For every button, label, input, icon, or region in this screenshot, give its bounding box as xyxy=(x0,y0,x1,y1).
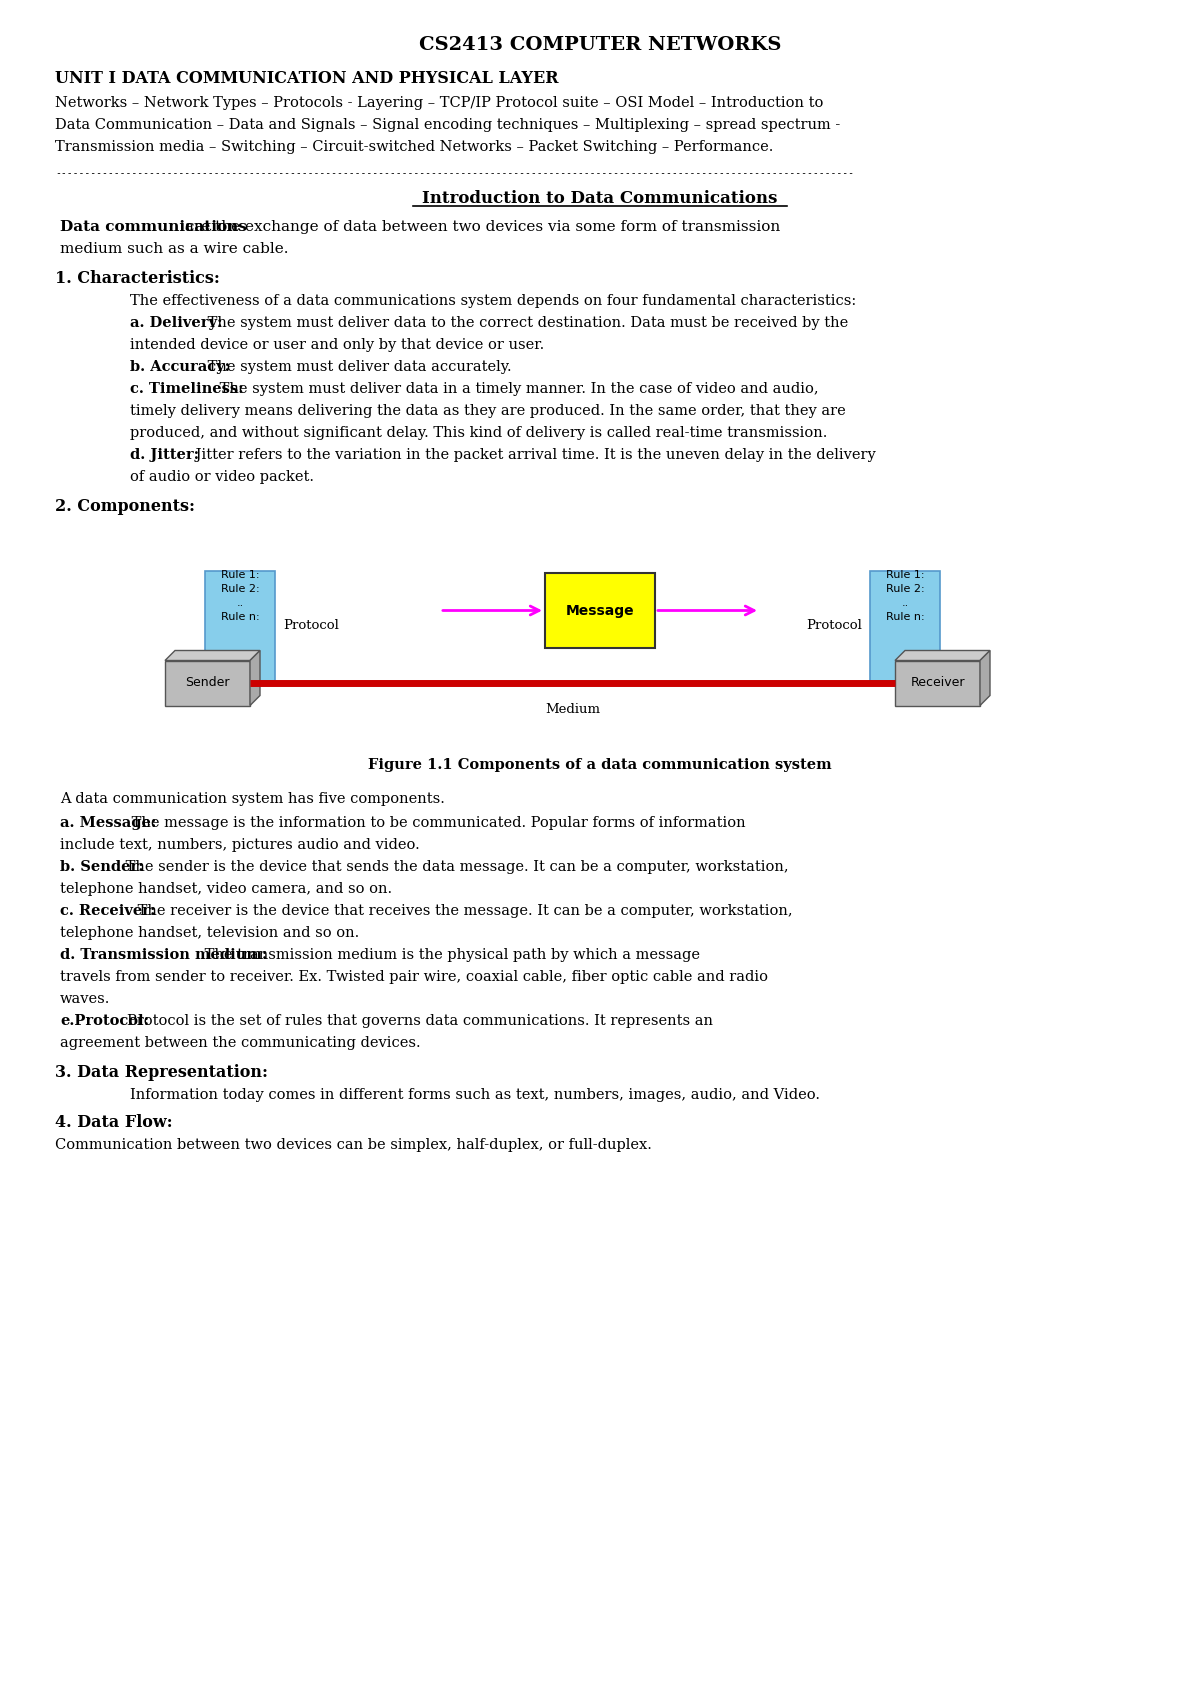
Text: The system must deliver data in a timely manner. In the case of video and audio,: The system must deliver data in a timely… xyxy=(216,382,820,395)
Text: Information today comes in different forms such as text, numbers, images, audio,: Information today comes in different for… xyxy=(130,1089,820,1102)
Text: b. Sender:: b. Sender: xyxy=(60,860,144,873)
Text: UNIT I DATA COMMUNICATION AND PHYSICAL LAYER: UNIT I DATA COMMUNICATION AND PHYSICAL L… xyxy=(55,70,558,86)
Text: Transmission media – Switching – Circuit-switched Networks – Packet Switching – : Transmission media – Switching – Circuit… xyxy=(55,141,773,154)
Text: include text, numbers, pictures audio and video.: include text, numbers, pictures audio an… xyxy=(60,838,420,851)
FancyBboxPatch shape xyxy=(166,660,250,706)
Text: d. Transmission medium:: d. Transmission medium: xyxy=(60,948,268,962)
Text: c. Receiver:: c. Receiver: xyxy=(60,904,156,918)
Text: a. Message:: a. Message: xyxy=(60,816,156,829)
Text: 2. Components:: 2. Components: xyxy=(55,499,194,516)
Text: Sender: Sender xyxy=(185,677,229,690)
Text: intended device or user and only by that device or user.: intended device or user and only by that… xyxy=(130,338,545,353)
Text: Data Communication – Data and Signals – Signal encoding techniques – Multiplexin: Data Communication – Data and Signals – … xyxy=(55,119,840,132)
FancyBboxPatch shape xyxy=(545,573,655,648)
Text: d. Jitter:: d. Jitter: xyxy=(130,448,199,461)
Text: 3. Data Representation:: 3. Data Representation: xyxy=(55,1063,268,1080)
Text: agreement between the communicating devices.: agreement between the communicating devi… xyxy=(60,1036,421,1050)
Text: 1. Characteristics:: 1. Characteristics: xyxy=(55,270,220,287)
Text: timely delivery means delivering the data as they are produced. In the same orde: timely delivery means delivering the dat… xyxy=(130,404,846,417)
FancyBboxPatch shape xyxy=(205,570,275,680)
Text: of audio or video packet.: of audio or video packet. xyxy=(130,470,314,483)
Text: --------------------------------------------------------------------------------: ----------------------------------------… xyxy=(55,168,854,178)
Polygon shape xyxy=(980,651,990,706)
FancyBboxPatch shape xyxy=(895,660,980,706)
Text: Figure 1.1 Components of a data communication system: Figure 1.1 Components of a data communic… xyxy=(368,758,832,772)
Text: A data communication system has five components.: A data communication system has five com… xyxy=(60,792,445,806)
Text: Receiver: Receiver xyxy=(911,677,965,690)
Text: The transmission medium is the physical path by which a message: The transmission medium is the physical … xyxy=(200,948,701,962)
Text: telephone handset, television and so on.: telephone handset, television and so on. xyxy=(60,926,359,940)
Text: Protocol is the set of rules that governs data communications. It represents an: Protocol is the set of rules that govern… xyxy=(127,1014,713,1028)
Text: Protocol: Protocol xyxy=(283,619,338,633)
Polygon shape xyxy=(166,651,260,660)
Text: are the exchange of data between two devices via some form of transmission: are the exchange of data between two dev… xyxy=(180,220,780,234)
Text: Introduction to Data Communications: Introduction to Data Communications xyxy=(422,190,778,207)
Text: The system must deliver data accurately.: The system must deliver data accurately. xyxy=(203,360,512,375)
Text: Medium: Medium xyxy=(545,704,600,716)
Text: CS2413 COMPUTER NETWORKS: CS2413 COMPUTER NETWORKS xyxy=(419,36,781,54)
Text: Rule 1:
Rule 2:
..
Rule n:: Rule 1: Rule 2: .. Rule n: xyxy=(221,570,259,621)
Text: 4. Data Flow:: 4. Data Flow: xyxy=(55,1114,173,1131)
Text: The sender is the device that sends the data message. It can be a computer, work: The sender is the device that sends the … xyxy=(121,860,788,873)
Text: The effectiveness of a data communications system depends on four fundamental ch: The effectiveness of a data communicatio… xyxy=(130,293,857,309)
Polygon shape xyxy=(250,651,260,706)
Text: The message is the information to be communicated. Popular forms of information: The message is the information to be com… xyxy=(127,816,745,829)
Polygon shape xyxy=(895,651,990,660)
Text: e.Protocol:: e.Protocol: xyxy=(60,1014,149,1028)
Text: c. Timeliness:: c. Timeliness: xyxy=(130,382,244,395)
Text: produced, and without significant delay. This kind of delivery is called real-ti: produced, and without significant delay.… xyxy=(130,426,827,439)
Text: Data communications: Data communications xyxy=(60,220,247,234)
FancyBboxPatch shape xyxy=(870,570,940,680)
Text: b. Accuracy:: b. Accuracy: xyxy=(130,360,230,375)
Text: The receiver is the device that receives the message. It can be a computer, work: The receiver is the device that receives… xyxy=(133,904,793,918)
Text: travels from sender to receiver. Ex. Twisted pair wire, coaxial cable, fiber opt: travels from sender to receiver. Ex. Twi… xyxy=(60,970,768,984)
Text: Protocol: Protocol xyxy=(806,619,862,633)
Text: Jitter refers to the variation in the packet arrival time. It is the uneven dela: Jitter refers to the variation in the pa… xyxy=(191,448,876,461)
Text: Communication between two devices can be simplex, half-duplex, or full-duplex.: Communication between two devices can be… xyxy=(55,1138,652,1152)
Text: The system must deliver data to the correct destination. Data must be received b: The system must deliver data to the corr… xyxy=(203,315,848,331)
Text: waves.: waves. xyxy=(60,992,110,1006)
Text: medium such as a wire cable.: medium such as a wire cable. xyxy=(60,243,288,256)
Text: Message: Message xyxy=(565,604,635,617)
Text: a. Delivery:: a. Delivery: xyxy=(130,315,222,331)
Text: Networks – Network Types – Protocols - Layering – TCP/IP Protocol suite – OSI Mo: Networks – Network Types – Protocols - L… xyxy=(55,97,823,110)
Text: Rule 1:
Rule 2:
..
Rule n:: Rule 1: Rule 2: .. Rule n: xyxy=(886,570,924,621)
Text: telephone handset, video camera, and so on.: telephone handset, video camera, and so … xyxy=(60,882,392,895)
